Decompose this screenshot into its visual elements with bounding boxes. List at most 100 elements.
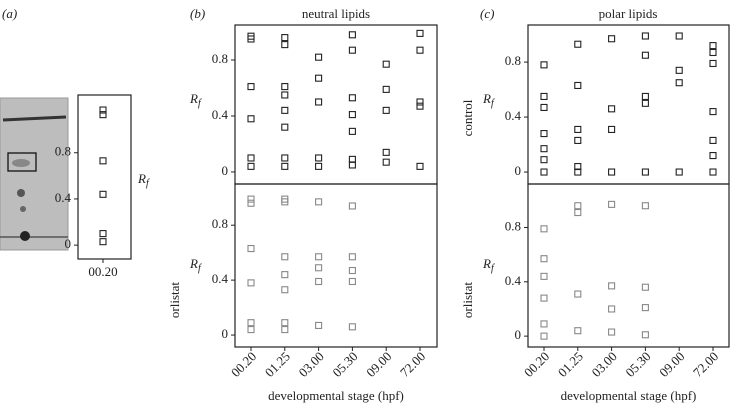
rf-point [315, 277, 323, 286]
rf-point [540, 168, 548, 176]
y-label-main: R [482, 91, 491, 106]
rf-point [540, 320, 548, 328]
rf-point [247, 115, 255, 123]
y-tick-label: 0.8 [505, 53, 521, 68]
y-tick-label: 0 [65, 236, 72, 251]
rf-point [641, 283, 649, 291]
rf-point [574, 202, 582, 210]
rf-point [99, 157, 107, 165]
plot-frame [234, 183, 438, 348]
rf-point [641, 168, 649, 176]
x-tick-label: 01.25 [555, 349, 586, 380]
rf-point [540, 130, 548, 138]
rf-point [416, 162, 424, 170]
rf-point [348, 266, 356, 275]
rf-point [641, 99, 649, 107]
rf-point [315, 264, 323, 272]
rf-point [641, 202, 649, 210]
rf-point [281, 319, 289, 327]
x-tick-label: 72.00 [397, 349, 428, 380]
x-tick-label: 00.20 [88, 264, 117, 279]
rf-point [382, 148, 390, 156]
rf-point [574, 40, 582, 48]
rf-point [540, 294, 548, 302]
rf-point [281, 91, 289, 99]
rf-point [608, 305, 616, 313]
rf-point [709, 42, 717, 50]
rf-point [709, 136, 717, 144]
rf-point [540, 103, 548, 112]
rf-point [281, 253, 289, 261]
plot-frame [527, 24, 730, 185]
x-tick-label: 09.00 [656, 349, 687, 380]
rf-point [540, 92, 548, 101]
rf-point [608, 282, 616, 290]
rf-point [247, 244, 255, 253]
x-axis-label: developmental stage (hpf) [268, 388, 404, 403]
x-tick-label: 72.00 [690, 349, 721, 380]
plot-frame [527, 183, 730, 348]
plot-frame [77, 94, 132, 260]
y-label-sub: f [146, 178, 150, 189]
rf-point [709, 168, 717, 176]
y-tick-label: 0 [222, 163, 229, 178]
rf-point [99, 190, 107, 198]
y-tick-label: 0.4 [212, 107, 229, 122]
group-label: orlistat [167, 282, 182, 318]
y-label-main: R [137, 171, 146, 186]
x-tick-label: 05.30 [329, 349, 360, 380]
y-tick-label: 0 [222, 326, 229, 341]
rf-point [281, 326, 289, 334]
rf-point [247, 279, 255, 287]
rf-point [540, 255, 548, 263]
rf-point [281, 286, 289, 294]
rf-point [608, 168, 616, 176]
rf-point [382, 158, 390, 166]
rf-point [281, 123, 289, 131]
plot-frame [234, 24, 438, 185]
rf-point [608, 328, 616, 336]
rf-point [247, 319, 255, 327]
rf-point [675, 79, 683, 87]
y-label-sub: f [198, 98, 202, 109]
rf-point [641, 304, 649, 312]
group-label: orlistat [460, 282, 475, 318]
y-tick-label: 0.8 [55, 144, 71, 159]
rf-point [574, 290, 582, 298]
rf-point [315, 98, 323, 106]
rf-point [99, 111, 107, 119]
panel-label: (b) [190, 6, 205, 21]
rf-point [281, 34, 289, 42]
rf-point [247, 83, 255, 91]
y-axis-label: Rf [137, 171, 150, 189]
rf-point [281, 41, 289, 49]
y-label-main: R [482, 256, 491, 271]
rf-point [608, 105, 616, 113]
rf-point [281, 106, 289, 114]
rf-point [348, 111, 356, 119]
tlc-photo [0, 97, 69, 251]
rf-point [348, 161, 356, 169]
x-tick-label: 05.30 [622, 349, 653, 380]
rf-point [608, 125, 616, 133]
rf-point [99, 106, 107, 114]
y-label-sub: f [491, 263, 495, 274]
rf-point [281, 198, 289, 206]
y-tick-label: 0.4 [55, 190, 72, 205]
rf-point [315, 53, 323, 61]
rf-point [382, 85, 390, 93]
y-axis-label: Rf [482, 91, 495, 109]
x-tick-label: 09.00 [363, 349, 394, 380]
rf-point [709, 48, 717, 57]
y-label-sub: f [198, 263, 202, 274]
rf-point [315, 74, 323, 82]
rf-point [641, 51, 649, 59]
rf-point [348, 277, 356, 286]
rf-point [315, 198, 323, 206]
rf-point [247, 35, 255, 43]
rf-point [608, 35, 616, 43]
group-label: control [460, 99, 475, 136]
y-tick-label: 0.4 [212, 271, 229, 286]
rf-point [315, 154, 323, 162]
